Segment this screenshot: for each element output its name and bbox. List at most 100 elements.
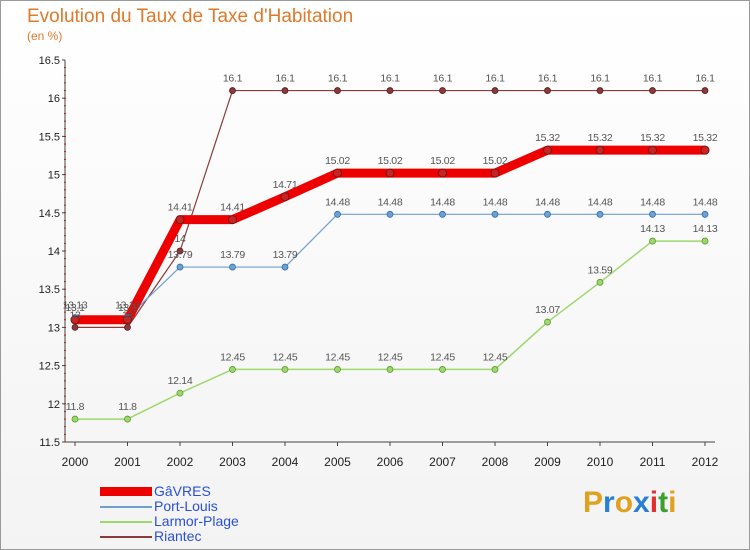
data-label-2-7: 12.45 <box>430 351 455 363</box>
data-label-2-4: 12.45 <box>273 351 298 363</box>
data-label-0-8: 15.02 <box>483 155 508 167</box>
data-label-3-11: 16.1 <box>643 73 663 85</box>
data-point-2-4 <box>281 366 289 373</box>
data-point-3-6 <box>386 87 394 94</box>
data-label-0-9: 15.32 <box>535 132 560 144</box>
data-point-3-2 <box>176 247 184 255</box>
data-point-2-5 <box>334 366 341 373</box>
data-point-3-4 <box>281 87 289 94</box>
data-label-3-4: 16.1 <box>275 73 295 85</box>
data-point-2-7 <box>439 366 446 373</box>
data-point-0-4 <box>280 192 290 202</box>
y-tick-label: 11.5 <box>39 437 60 449</box>
legend-item-riantec: Riantec <box>100 529 239 544</box>
data-point-0-7 <box>438 168 447 178</box>
data-label-2-6: 12.45 <box>378 351 403 363</box>
data-label-1-5: 14.48 <box>325 196 350 208</box>
data-point-1-8 <box>491 210 499 218</box>
data-point-3-0 <box>71 323 79 331</box>
data-label-1-4: 13.79 <box>273 249 298 261</box>
legend-swatch-port-louis <box>100 505 152 508</box>
data-label-0-3: 14.41 <box>220 202 245 214</box>
data-label-1-2: 13.79 <box>168 249 193 261</box>
data-label-2-1: 11.8 <box>118 401 137 413</box>
data-label-2-5: 12.45 <box>325 351 350 363</box>
data-label-3-9: 16.1 <box>538 73 558 85</box>
data-point-1-7 <box>439 210 446 218</box>
data-label-0-5: 15.02 <box>325 155 350 167</box>
y-tick-label: 16.5 <box>39 55 60 67</box>
data-label-1-1: 13.13 <box>115 299 140 311</box>
data-label-3-10: 16.1 <box>590 73 610 85</box>
data-label-2-2: 12.14 <box>168 375 193 387</box>
data-point-3-7 <box>439 87 446 94</box>
data-label-3-8: 16.1 <box>485 73 505 85</box>
data-point-1-6 <box>386 210 394 218</box>
data-label-2-8: 12.45 <box>483 351 508 363</box>
data-label-0-10: 15.32 <box>588 132 613 144</box>
legend-swatch-gavres <box>100 487 152 496</box>
y-tick-label: 15.5 <box>39 131 60 143</box>
legend-label-port-louis: Port-Louis <box>154 498 218 514</box>
data-point-1-11 <box>649 210 656 218</box>
data-point-1-2 <box>176 263 184 271</box>
x-tick-label: 2011 <box>640 455 666 469</box>
x-tick-label: 2001 <box>114 455 141 469</box>
data-point-1-9 <box>544 210 551 218</box>
data-label-1-0: 13.13 <box>63 299 88 311</box>
data-label-1-3: 13.79 <box>220 249 245 261</box>
data-label-0-12: 15.32 <box>693 132 718 144</box>
chart-title: Evolution du Taux de Taxe d'Habitation <box>27 6 354 27</box>
legend: GâVRES Port-Louis Larmor-Plage Riantec <box>100 484 239 544</box>
data-point-3-11 <box>649 87 656 94</box>
data-point-2-3 <box>229 366 236 373</box>
data-label-3-6: 16.1 <box>380 73 400 85</box>
data-point-3-12 <box>701 87 709 94</box>
data-point-2-9 <box>544 318 551 326</box>
data-label-3-3: 16.1 <box>223 73 243 85</box>
data-point-0-6 <box>385 168 395 178</box>
legend-label-riantec: Riantec <box>154 528 202 544</box>
x-tick-label: 2008 <box>482 455 509 469</box>
data-label-1-8: 14.48 <box>483 196 508 208</box>
legend-item-gavres: GâVRES <box>100 484 239 499</box>
legend-item-port-louis: Port-Louis <box>100 499 239 514</box>
data-point-0-10 <box>595 145 605 155</box>
x-tick-label: 2002 <box>167 455 194 469</box>
legend-label-larmor-plage: Larmor-Plage <box>154 513 239 529</box>
data-label-3-7: 16.1 <box>433 73 453 85</box>
y-tick-label: 13.5 <box>39 284 60 296</box>
data-point-3-3 <box>229 87 236 94</box>
data-point-3-5 <box>334 87 341 94</box>
data-label-1-11: 14.48 <box>640 196 665 208</box>
data-label-3-1: 13 <box>122 309 134 321</box>
data-label-0-6: 15.02 <box>378 155 403 167</box>
data-label-3-0: 13 <box>69 309 81 321</box>
data-point-2-12 <box>701 237 709 245</box>
data-point-2-6 <box>386 366 394 373</box>
data-point-0-3 <box>228 215 237 225</box>
data-point-0-2 <box>175 215 185 225</box>
data-point-2-0 <box>71 415 79 423</box>
data-point-0-11 <box>648 145 657 155</box>
data-point-1-10 <box>596 210 604 218</box>
x-tick-label: 2004 <box>272 455 299 469</box>
data-label-1-10: 14.48 <box>588 196 613 208</box>
data-point-2-8 <box>491 366 499 373</box>
y-tick-label: 14 <box>48 246 60 258</box>
data-point-3-8 <box>491 87 499 94</box>
data-point-1-3 <box>229 263 236 271</box>
data-label-2-11: 14.13 <box>640 223 665 235</box>
chart-subtitle: (en %) <box>27 29 63 43</box>
data-point-2-2 <box>176 389 184 397</box>
data-point-0-9 <box>543 145 552 155</box>
data-label-2-9: 13.07 <box>535 304 560 316</box>
legend-swatch-riantec <box>100 535 152 538</box>
data-point-0-0 <box>70 315 80 325</box>
x-tick-label: 2006 <box>377 455 404 469</box>
data-point-0-8 <box>490 168 500 178</box>
data-point-0-12 <box>700 145 710 155</box>
y-tick-label: 12.5 <box>39 361 60 373</box>
